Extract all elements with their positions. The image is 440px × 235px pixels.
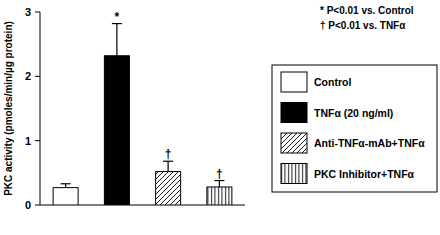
error-bar xyxy=(163,161,173,171)
note: † P<0.01 vs. TNFα xyxy=(320,20,406,31)
legend: Control TNFα (20 ng/ml) Anti-TNFα-mAb+TNFα… xyxy=(272,65,437,192)
bar xyxy=(104,56,129,205)
bar-annotation: † xyxy=(216,167,223,181)
y-tick xyxy=(35,12,40,13)
legend-swatch xyxy=(281,133,307,153)
legend-swatch xyxy=(281,103,307,123)
legend-swatch xyxy=(281,164,307,184)
error-bar xyxy=(61,184,71,188)
y-tick xyxy=(35,205,40,206)
bars xyxy=(53,24,232,205)
legend-label: PKC Inhibitor+TNFα xyxy=(314,168,415,180)
legend-label: Control xyxy=(314,76,351,88)
legend-box xyxy=(272,65,437,192)
legend-label: Anti-TNFα-mAb+TNFα xyxy=(314,137,425,149)
bar-annotation: * xyxy=(115,10,120,24)
bar-annotation: † xyxy=(165,147,172,161)
y-tick-label: 0 xyxy=(25,199,31,211)
legend-label: TNFα (20 ng/ml) xyxy=(314,107,393,119)
legend-swatch xyxy=(281,72,307,92)
bar xyxy=(207,187,232,205)
error-bar xyxy=(112,24,122,56)
error-line xyxy=(219,181,220,187)
y-tick-label: 3 xyxy=(25,6,31,18)
y-tick-label: 1 xyxy=(25,135,31,147)
annotations: * † † xyxy=(115,10,223,181)
y-tick xyxy=(35,76,40,77)
y-tick-label: 2 xyxy=(25,70,31,82)
error-cap xyxy=(61,183,71,184)
y-tick xyxy=(35,140,40,141)
error-bar xyxy=(214,181,224,187)
error-line xyxy=(168,161,169,171)
note: * P<0.01 vs. Control xyxy=(320,5,414,16)
bar xyxy=(156,172,181,205)
error-line xyxy=(116,24,117,56)
y-axis-label: PKC activity (pmoles/min/µg protein) xyxy=(3,21,14,196)
y-axis xyxy=(40,12,41,205)
bar xyxy=(53,188,78,205)
chart: 0 1 2 3 PKC activity (pmoles/min/µg protein)… xyxy=(0,0,440,235)
